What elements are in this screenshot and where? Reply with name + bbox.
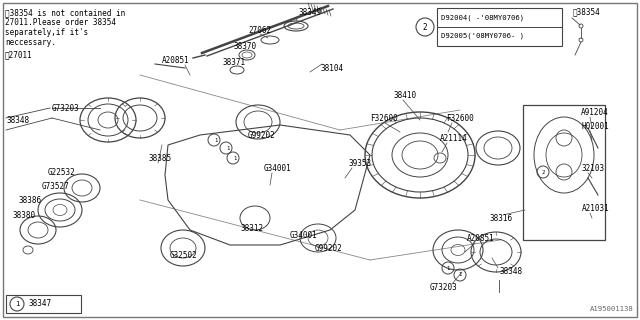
- Text: G99202: G99202: [315, 244, 343, 252]
- Bar: [437, 8, 562, 46]
- Text: 27011.Please order 38354: 27011.Please order 38354: [5, 18, 116, 27]
- Text: G22532: G22532: [48, 167, 76, 177]
- Text: H02001: H02001: [581, 122, 609, 131]
- Text: 1: 1: [227, 146, 230, 150]
- Text: 38386: 38386: [18, 196, 41, 204]
- Text: 38380: 38380: [12, 211, 35, 220]
- Text: 1: 1: [15, 301, 19, 307]
- Text: 1: 1: [458, 273, 461, 277]
- Text: ‸38354 is not contained in: ‸38354 is not contained in: [5, 8, 125, 17]
- Text: G34001: G34001: [290, 230, 317, 239]
- Text: A195001138: A195001138: [590, 306, 634, 312]
- Text: ‸27011: ‸27011: [5, 51, 33, 60]
- Text: 1: 1: [214, 138, 218, 142]
- Bar: [6, 295, 81, 313]
- Text: G34001: G34001: [264, 164, 292, 172]
- Text: 38347: 38347: [28, 300, 51, 308]
- Text: 39353: 39353: [348, 158, 371, 167]
- Text: D92004( -'08MY0706): D92004( -'08MY0706): [441, 15, 524, 21]
- Text: 38349: 38349: [298, 7, 321, 17]
- Text: 38104: 38104: [320, 63, 343, 73]
- Text: G99202: G99202: [248, 131, 276, 140]
- Text: neccessary.: neccessary.: [5, 38, 56, 47]
- Text: 38410: 38410: [393, 91, 416, 100]
- Text: 1: 1: [446, 266, 450, 270]
- Text: G73203: G73203: [430, 284, 458, 292]
- Text: F32600: F32600: [446, 114, 474, 123]
- Text: G73203: G73203: [52, 103, 80, 113]
- Text: 38348: 38348: [499, 268, 522, 276]
- Text: 38385: 38385: [148, 154, 171, 163]
- Bar: [523, 105, 605, 240]
- Text: 38370: 38370: [233, 42, 256, 51]
- Text: separately,if it's: separately,if it's: [5, 28, 88, 37]
- Text: ‸38354: ‸38354: [573, 7, 601, 17]
- Text: 2: 2: [541, 170, 545, 174]
- Text: 32103: 32103: [582, 164, 605, 172]
- Text: A21114: A21114: [440, 133, 468, 142]
- Text: F32600: F32600: [370, 114, 397, 123]
- Text: 38371: 38371: [222, 58, 245, 67]
- Text: G32502: G32502: [170, 251, 198, 260]
- Text: 27062: 27062: [248, 26, 271, 35]
- Text: 38312: 38312: [240, 223, 263, 233]
- Text: 2: 2: [422, 22, 428, 31]
- Text: 38316: 38316: [489, 213, 512, 222]
- Text: D92005('08MY0706- ): D92005('08MY0706- ): [441, 33, 524, 39]
- Text: A20851: A20851: [162, 55, 189, 65]
- Text: A20851: A20851: [467, 234, 495, 243]
- Text: 1: 1: [234, 156, 237, 161]
- Text: G73527: G73527: [42, 181, 70, 190]
- Text: A91204: A91204: [581, 108, 609, 116]
- Text: A21031: A21031: [582, 204, 610, 212]
- Text: 38348: 38348: [6, 116, 29, 124]
